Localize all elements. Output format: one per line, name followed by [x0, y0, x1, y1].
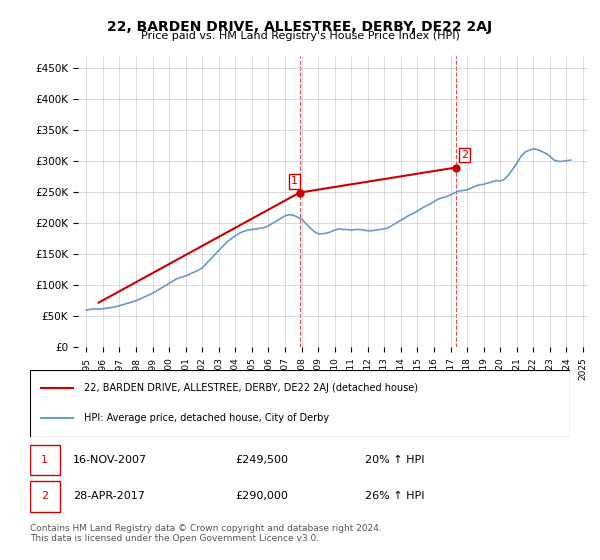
Text: Contains HM Land Registry data © Crown copyright and database right 2024.
This d: Contains HM Land Registry data © Crown c…	[30, 524, 382, 543]
Text: 1: 1	[291, 176, 298, 186]
FancyBboxPatch shape	[30, 445, 60, 475]
FancyBboxPatch shape	[30, 481, 60, 512]
Text: Price paid vs. HM Land Registry's House Price Index (HPI): Price paid vs. HM Land Registry's House …	[140, 31, 460, 41]
Text: £290,000: £290,000	[235, 491, 288, 501]
Text: 22, BARDEN DRIVE, ALLESTREE, DERBY, DE22 2AJ (detached house): 22, BARDEN DRIVE, ALLESTREE, DERBY, DE22…	[84, 384, 418, 394]
Text: 2: 2	[41, 491, 48, 501]
Text: 22, BARDEN DRIVE, ALLESTREE, DERBY, DE22 2AJ: 22, BARDEN DRIVE, ALLESTREE, DERBY, DE22…	[107, 20, 493, 34]
Text: 28-APR-2017: 28-APR-2017	[73, 491, 145, 501]
Text: 1: 1	[41, 455, 48, 465]
Text: £249,500: £249,500	[235, 455, 288, 465]
Text: 16-NOV-2007: 16-NOV-2007	[73, 455, 148, 465]
Text: HPI: Average price, detached house, City of Derby: HPI: Average price, detached house, City…	[84, 413, 329, 423]
FancyBboxPatch shape	[30, 370, 570, 437]
Text: 20% ↑ HPI: 20% ↑ HPI	[365, 455, 424, 465]
Text: 26% ↑ HPI: 26% ↑ HPI	[365, 491, 424, 501]
Text: 2: 2	[461, 150, 468, 160]
